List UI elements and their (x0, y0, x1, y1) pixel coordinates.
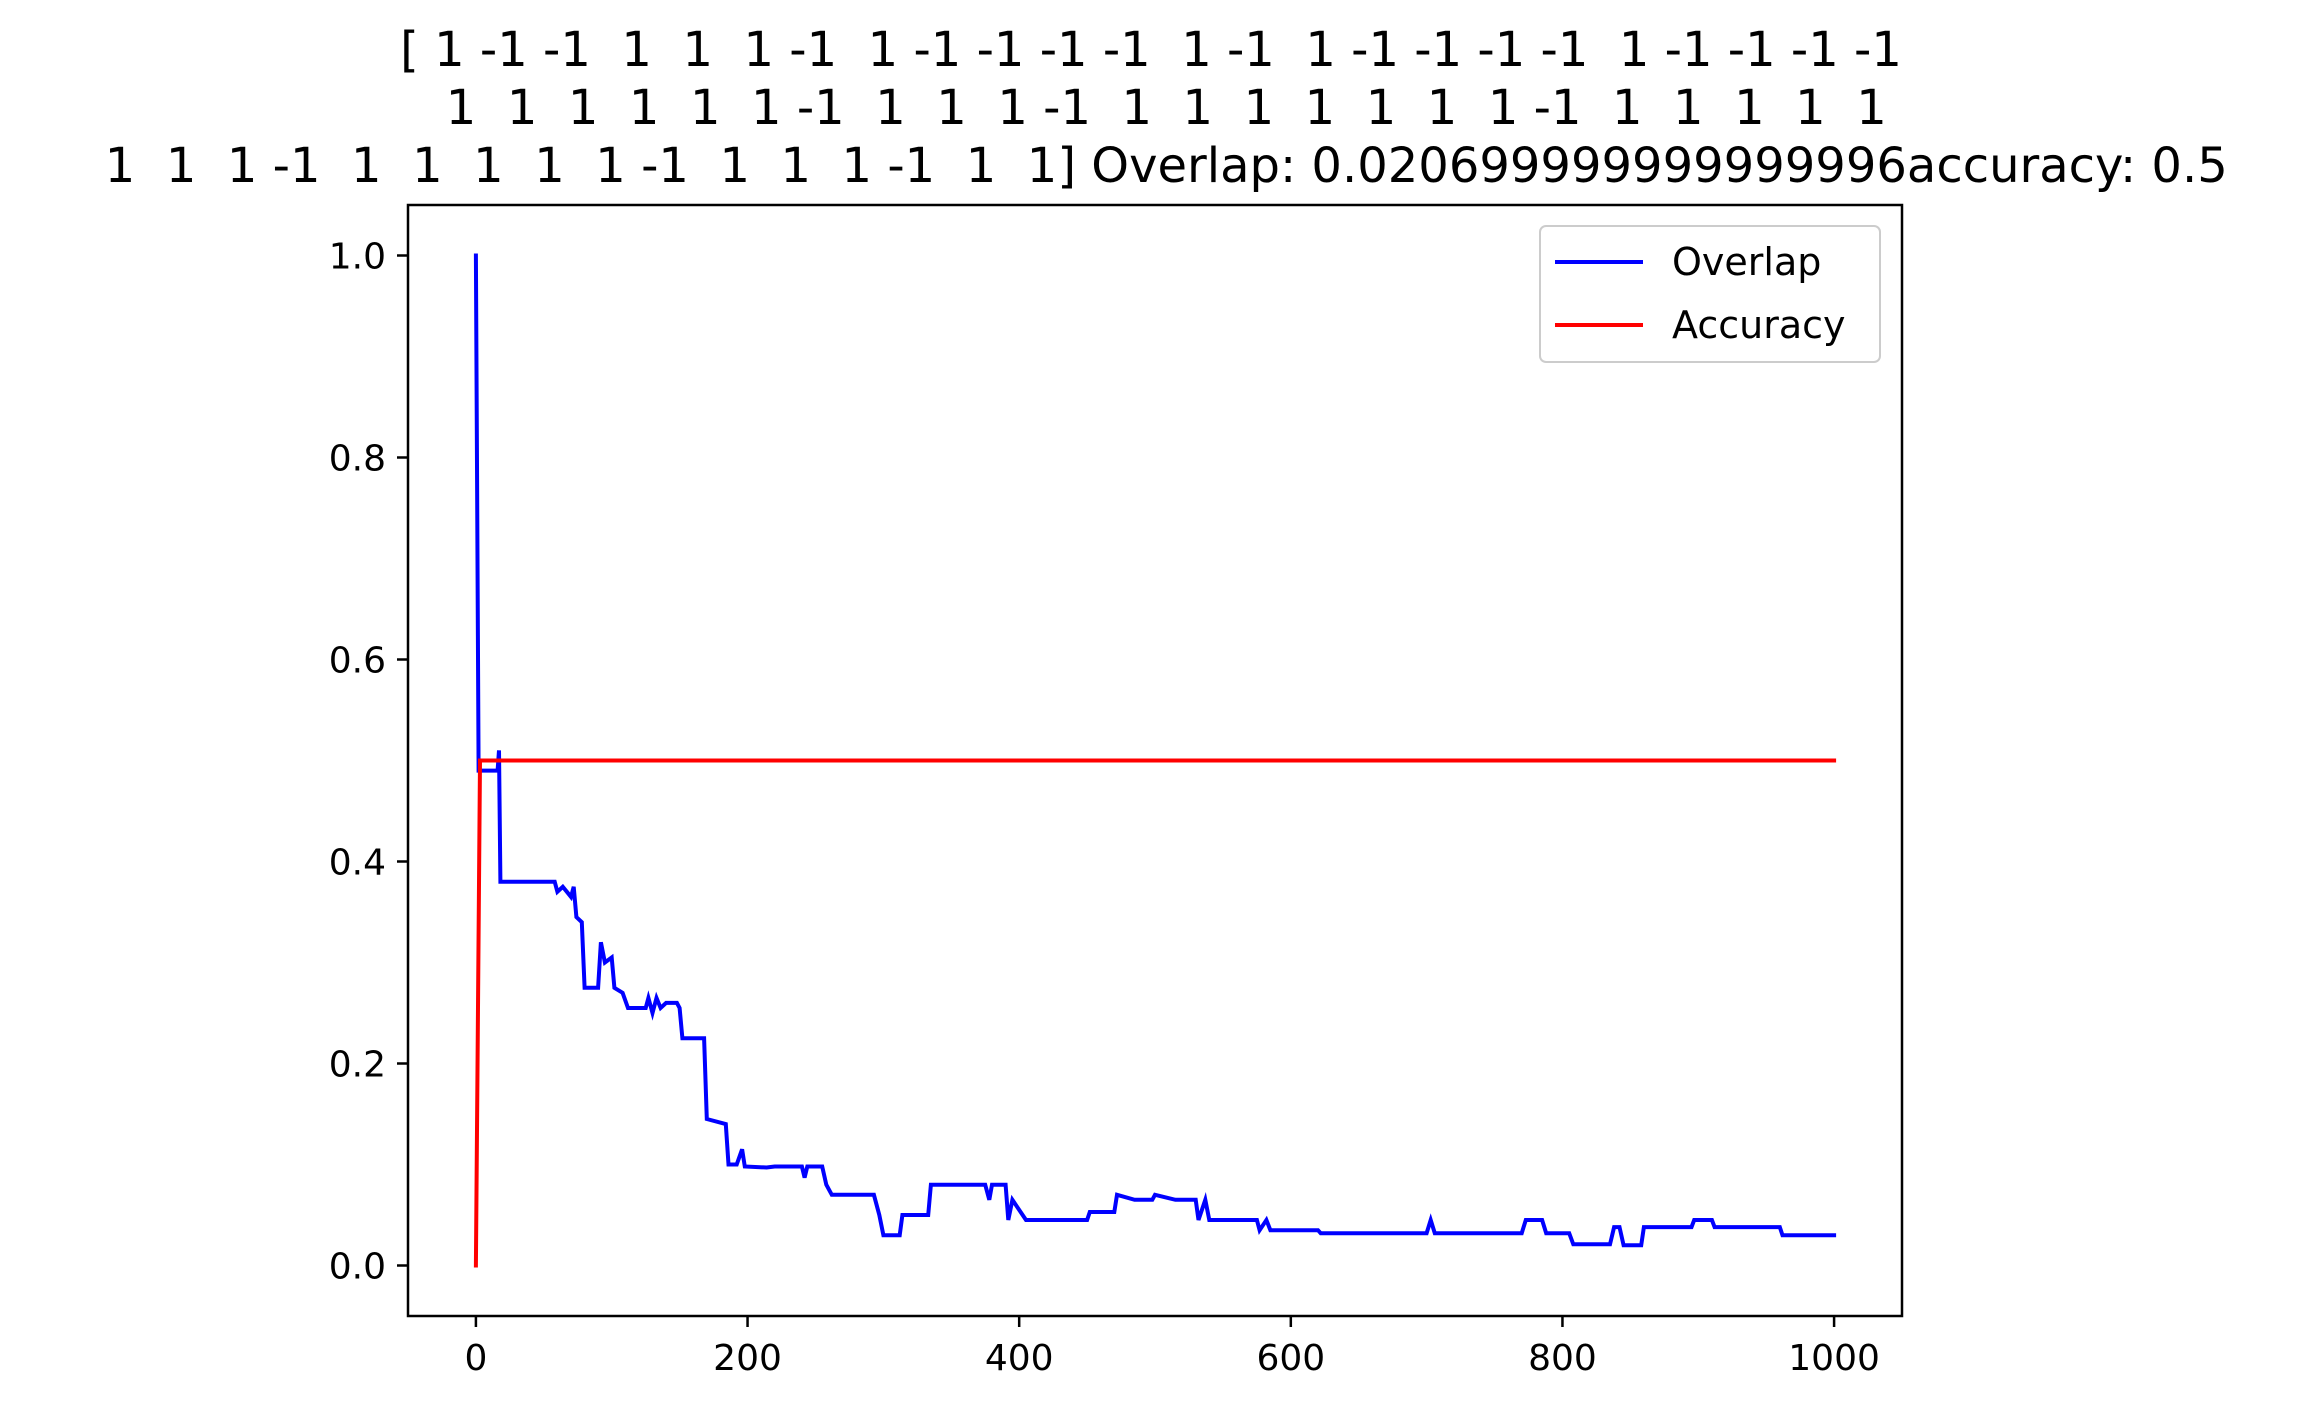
y-axis: 0.0 0.2 0.4 0.6 0.8 1.0 (329, 237, 408, 1288)
chart-title: [ 1 -1 -1 1 1 1 -1 1 -1 -1 -1 -1 1 -1 1 … (74, 22, 2227, 194)
y-tick-label: 0.8 (329, 439, 386, 480)
x-tick-label: 1000 (1788, 1338, 1880, 1379)
title-line-1: [ 1 -1 -1 1 1 1 -1 1 -1 -1 -1 -1 1 -1 1 … (400, 22, 1902, 78)
y-tick-label: 0.4 (329, 843, 386, 884)
y-tick-label: 0.6 (329, 641, 386, 682)
x-tick-label: 800 (1528, 1338, 1597, 1379)
x-tick-label: 400 (985, 1338, 1054, 1379)
y-tick-label: 1.0 (329, 237, 386, 278)
y-tick-label: 0.2 (329, 1045, 386, 1086)
x-axis: 0 200 400 600 800 1000 (464, 1316, 1880, 1379)
legend-label-overlap: Overlap (1672, 240, 1821, 284)
title-line-2: 1 1 1 1 1 1 -1 1 1 1 -1 1 1 1 1 1 1 1 -1… (415, 80, 1887, 136)
legend-label-accuracy: Accuracy (1672, 303, 1846, 347)
series-line-overlap (473, 253, 1837, 1248)
y-tick-label: 0.0 (329, 1247, 386, 1288)
plot-area: 0 200 400 600 800 1000 0.0 0.2 0.4 0.6 0.8 1.0 (329, 203, 1904, 1379)
series-layer (473, 253, 1837, 1268)
series-line-accuracy (473, 758, 1837, 1268)
axes-frame (406, 203, 1904, 1318)
legend: Overlap Accuracy (1539, 225, 1881, 363)
x-tick-label: 200 (713, 1338, 782, 1379)
x-tick-label: 600 (1256, 1338, 1325, 1379)
x-tick-label: 0 (464, 1338, 487, 1379)
title-line-3: 1 1 1 -1 1 1 1 1 1 -1 1 1 1 -1 1 1] Over… (74, 138, 2227, 194)
